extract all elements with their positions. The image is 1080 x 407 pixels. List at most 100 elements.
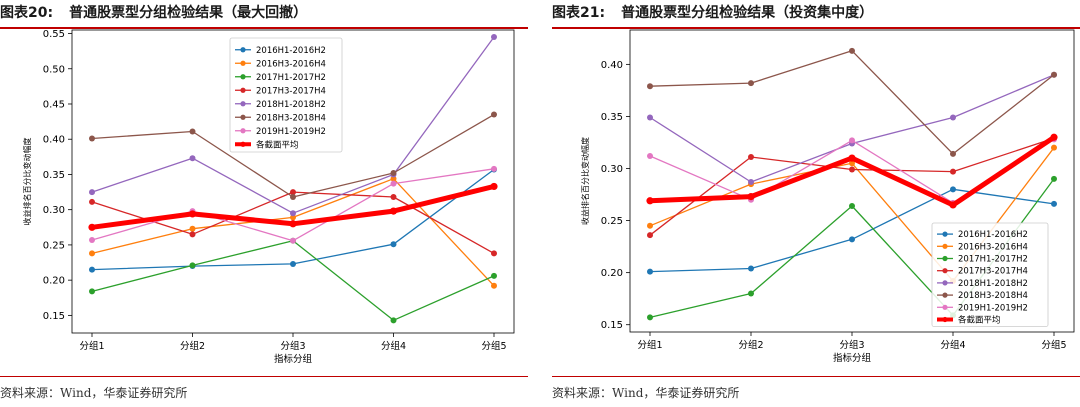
data-point: [748, 265, 754, 272]
series-2017h1-2017h2: [89, 237, 497, 324]
figure-title-text: 普通股票型分组检验结果（最大回撤）: [69, 5, 308, 21]
data-point: [950, 114, 956, 121]
y-tick-label: 0.20: [43, 276, 65, 287]
data-point: [747, 193, 755, 201]
legend-marker: [240, 128, 246, 134]
figure-title: 图表20: 普通股票型分组检验结果（最大回撤）: [0, 2, 307, 24]
data-point: [89, 266, 95, 273]
series-2016h1-2016h2: [647, 186, 1057, 275]
data-point: [849, 202, 855, 209]
data-point: [491, 282, 497, 289]
data-point: [748, 154, 754, 161]
source-note: 资料来源：Wind，华泰证券研究所: [552, 386, 740, 400]
data-point: [849, 160, 855, 167]
x-tick-label: 分组5: [1041, 339, 1066, 351]
y-tick-label: 0.50: [43, 64, 65, 75]
y-tick-label: 0.15: [43, 311, 65, 322]
data-point: [491, 165, 497, 172]
series-line: [649, 137, 1055, 236]
y-tick-label: 0.40: [601, 60, 623, 71]
figure-panel-left: 图表20: 普通股票型分组检验结果（最大回撤） 0.15 0.20 0.25 0.30 0…: [0, 0, 528, 407]
legend-marker: [240, 114, 246, 120]
title-divider: [0, 27, 528, 29]
figure-title: 图表21: 普通股票型分组检验结果（投资集中度）: [552, 2, 873, 24]
x-tick-label: 分组4: [381, 340, 406, 352]
legend-marker: [240, 141, 246, 147]
data-point: [289, 220, 297, 228]
data-point: [1051, 200, 1057, 207]
data-point: [949, 201, 957, 209]
data-point: [647, 232, 653, 239]
series-2016h3-2016h4: [89, 175, 497, 289]
y-tick-label: 0.25: [601, 216, 623, 227]
x-tick-label: 分组2: [738, 339, 763, 351]
legend-label: 2019H1-2019H2: [256, 127, 326, 137]
legend-label: 2018H3-2018H4: [256, 113, 326, 123]
source-note: 资料来源：Wind，华泰证券研究所: [0, 386, 188, 400]
series-2018h1-2018h2: [89, 34, 497, 217]
y-axis-label: 收益排名百分比变动幅度: [580, 137, 590, 225]
data-point: [491, 272, 497, 279]
legend-label: 各截面平均: [256, 139, 299, 150]
x-tick-label: 分组3: [280, 340, 305, 352]
data-point: [390, 241, 397, 248]
data-point: [189, 128, 196, 135]
data-point: [647, 83, 653, 90]
data-point: [390, 194, 397, 201]
data-point: [89, 288, 95, 295]
legend-label: 各截面平均: [958, 315, 1001, 326]
data-point: [189, 262, 196, 269]
legend-label: 2018H1-2018H2: [256, 100, 326, 110]
legend-label: 2019H1-2019H2: [958, 303, 1028, 313]
series-2017h3-2017h4: [89, 189, 497, 257]
data-point: [647, 268, 653, 275]
data-point: [950, 150, 956, 157]
data-point: [491, 34, 497, 41]
figure-number: 图表21:: [552, 5, 606, 21]
y-tick-label: 0.20: [601, 268, 623, 279]
legend-marker: [942, 280, 948, 286]
legend-marker: [942, 255, 948, 262]
legend-marker: [240, 101, 246, 107]
legend-label: 2016H3-2016H4: [256, 59, 326, 69]
data-point: [390, 180, 397, 187]
data-point: [647, 222, 653, 229]
legend-marker: [942, 231, 948, 237]
data-point: [1051, 175, 1057, 182]
data-point: [290, 214, 296, 221]
series-2019h1-2019h2: [89, 165, 497, 244]
legend-marker: [240, 47, 246, 53]
x-tick-label: 分组4: [940, 339, 965, 351]
data-point: [88, 223, 96, 231]
legend-marker: [942, 243, 948, 249]
legend-label: 2016H3-2016H4: [958, 242, 1028, 252]
legend-marker: [240, 60, 246, 66]
x-axis-label: 指标分组: [833, 352, 872, 364]
y-tick-label: 0.35: [43, 170, 65, 181]
figure-number: 图表20:: [0, 5, 54, 21]
data-point: [290, 237, 296, 244]
x-tick-label: 分组2: [180, 340, 205, 352]
data-point: [491, 250, 497, 257]
data-point: [647, 314, 653, 321]
data-point: [89, 189, 95, 196]
data-point: [950, 168, 956, 175]
line-chart-concentration: 0.15 0.20 0.25 0.30 0.35 0.40 分组1 分组2 分组3 分组4 分组5 指…: [580, 29, 1075, 364]
data-point: [390, 170, 397, 177]
source-divider: [552, 376, 1080, 377]
legend-marker: [942, 304, 948, 310]
data-point: [290, 189, 296, 196]
legend-label: 2018H3-2018H4: [958, 291, 1028, 301]
x-tick-label: 分组3: [839, 339, 864, 351]
legend-label: 2016H1-2016H2: [958, 230, 1028, 240]
y-tick-label: 0.45: [43, 99, 65, 110]
data-point: [848, 154, 856, 162]
legend-marker: [942, 316, 948, 323]
data-point: [647, 153, 653, 160]
data-point: [950, 186, 956, 193]
y-axis-label: 收益排名百分比变动幅度: [22, 138, 32, 226]
data-point: [89, 198, 95, 205]
data-point: [849, 166, 855, 173]
series-line: [91, 168, 495, 242]
data-point: [290, 194, 296, 201]
